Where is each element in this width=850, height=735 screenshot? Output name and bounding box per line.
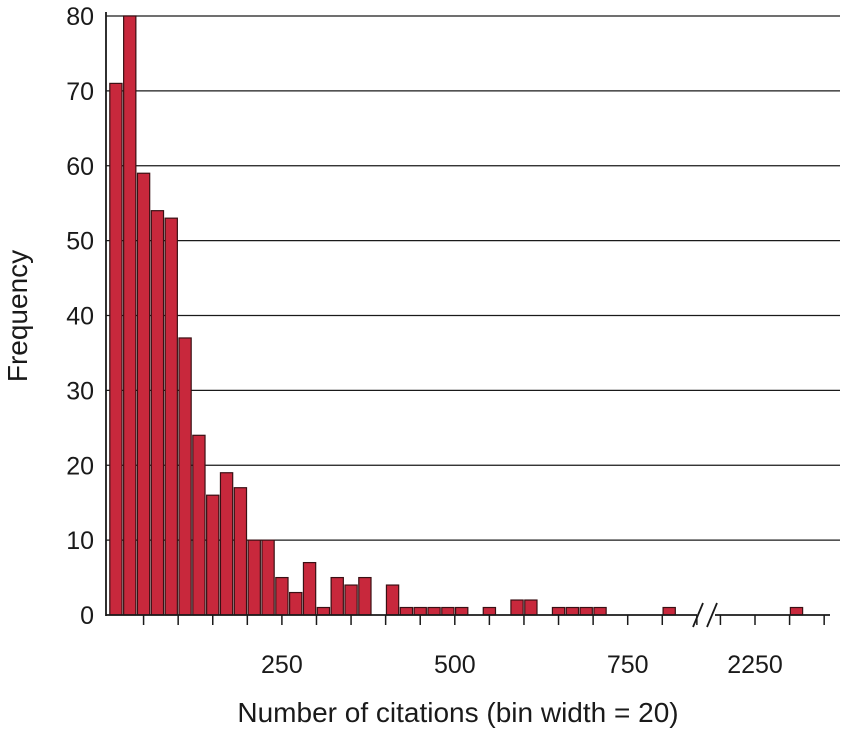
histogram-bar <box>275 576 289 616</box>
histogram-bar <box>344 584 358 616</box>
axes <box>105 12 830 628</box>
histogram-bar <box>316 606 331 616</box>
histogram-bar <box>358 576 372 616</box>
y-tick-label: 70 <box>66 78 94 106</box>
histogram-bar <box>109 82 123 616</box>
y-tick-label: 10 <box>66 527 94 555</box>
tick-labels: 0 10 20 30 40 50 60 70 80 250 500 750 2250 <box>66 3 783 679</box>
axis-break-mark <box>692 602 704 628</box>
y-tick-label: 0 <box>80 602 94 630</box>
histogram-bar <box>413 606 427 616</box>
histogram-bar <box>192 434 206 616</box>
gridlines <box>106 15 840 541</box>
histogram-bar <box>482 606 497 616</box>
x-axis-title: Number of citations (bin width = 20) <box>237 697 678 728</box>
histogram-bar <box>123 15 137 616</box>
histogram-bar <box>330 576 344 616</box>
y-tick-label: 50 <box>66 228 94 256</box>
histogram-bar <box>247 539 261 616</box>
histogram-bar <box>579 606 593 616</box>
histogram-bar <box>510 599 524 616</box>
histogram-bar <box>455 606 469 616</box>
y-tick-label: 60 <box>66 153 94 181</box>
y-tick-label: 40 <box>66 303 94 331</box>
histogram-bar <box>302 561 317 616</box>
histogram-bar <box>219 472 234 616</box>
histogram-bar <box>662 606 676 616</box>
y-tick-label: 20 <box>66 452 94 480</box>
histogram-bar <box>385 584 400 616</box>
histogram-bar <box>164 217 178 616</box>
histogram-bar <box>150 210 165 616</box>
histogram-bar <box>136 172 151 616</box>
y-axis-title: Frequency <box>2 250 33 382</box>
x-tick-label: 500 <box>434 651 476 679</box>
histogram-bar <box>565 606 580 616</box>
y-tick-label: 30 <box>66 377 94 405</box>
histogram-bar <box>233 487 248 616</box>
histogram-bar <box>593 606 607 616</box>
histogram-bar <box>289 591 303 616</box>
histogram-bar <box>441 606 455 616</box>
histogram-bar <box>261 539 275 616</box>
histogram-bar <box>178 337 192 616</box>
y-tick-label: 80 <box>66 3 94 31</box>
axis-break-mark <box>706 602 718 628</box>
x-tick-label: 750 <box>607 651 649 679</box>
x-tick-label: 2250 <box>727 651 783 679</box>
histogram-bar <box>551 606 566 616</box>
histogram-bar <box>789 606 804 616</box>
x-tick-label: 250 <box>261 651 303 679</box>
histogram-bar <box>206 494 220 616</box>
histogram-bar <box>427 606 441 616</box>
histogram-bar <box>524 599 538 616</box>
histogram-bar <box>399 606 414 616</box>
